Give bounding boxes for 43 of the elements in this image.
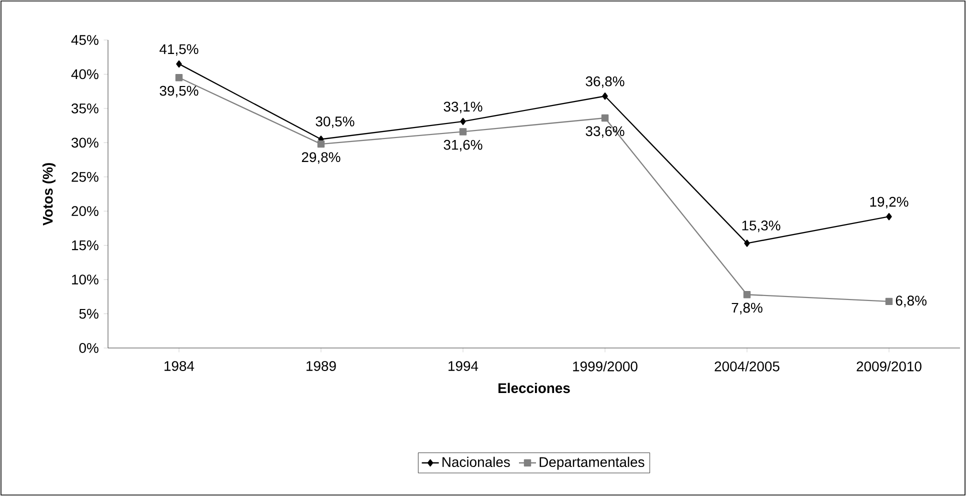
data-label: 29,8% bbox=[302, 152, 340, 164]
point bbox=[317, 140, 325, 148]
point bbox=[459, 128, 467, 136]
data-label: 33,1% bbox=[444, 102, 482, 114]
data-label: 19,2% bbox=[870, 196, 908, 208]
data-label: 30,5% bbox=[316, 116, 354, 128]
y-tick-label: 45% bbox=[71, 35, 98, 45]
legend-label: Nacionales bbox=[442, 456, 510, 468]
data-label: 39,5% bbox=[160, 86, 198, 98]
point bbox=[744, 240, 750, 247]
y-tick-label: 25% bbox=[72, 172, 98, 182]
x-tick-label: 1984 bbox=[164, 361, 194, 371]
data-label: 7,8% bbox=[732, 302, 762, 314]
y-tick-label: 40% bbox=[71, 69, 98, 80]
y-tick-label: 20% bbox=[72, 206, 98, 216]
y-tick-label: 10% bbox=[72, 274, 98, 284]
point bbox=[602, 92, 608, 100]
data-label: 33,6% bbox=[586, 126, 624, 138]
x-tick-label: 1989 bbox=[306, 361, 336, 371]
data-label: 36,8% bbox=[586, 76, 624, 88]
data-label: 31,6% bbox=[444, 140, 482, 152]
x-axis-title: Elecciones bbox=[498, 382, 570, 394]
x-tick-label: 2009/2010 bbox=[856, 361, 922, 372]
point bbox=[886, 212, 892, 220]
y-axis-title: Votos (%) bbox=[42, 163, 56, 226]
legend-label: Departamentales bbox=[540, 456, 644, 470]
x-tick-label: 1994 bbox=[448, 361, 478, 371]
y-tick-label: 15% bbox=[72, 240, 98, 250]
y-tick-label: 30% bbox=[72, 138, 98, 148]
data-label: 41,5% bbox=[160, 44, 198, 56]
point bbox=[176, 60, 182, 68]
data-label: 15,3% bbox=[742, 220, 780, 232]
point bbox=[885, 298, 893, 306]
point bbox=[743, 291, 751, 298]
y-tick-label: 35% bbox=[72, 103, 98, 114]
point bbox=[601, 114, 609, 122]
point bbox=[460, 118, 466, 126]
x-tick-label: 2004/2005 bbox=[714, 361, 780, 372]
y-tick-label: 0% bbox=[79, 343, 98, 353]
point bbox=[175, 74, 183, 82]
y-tick-label: 5% bbox=[79, 308, 98, 319]
data-label: 6,8% bbox=[896, 296, 927, 308]
x-tick-label: 1999/2000 bbox=[573, 361, 638, 372]
